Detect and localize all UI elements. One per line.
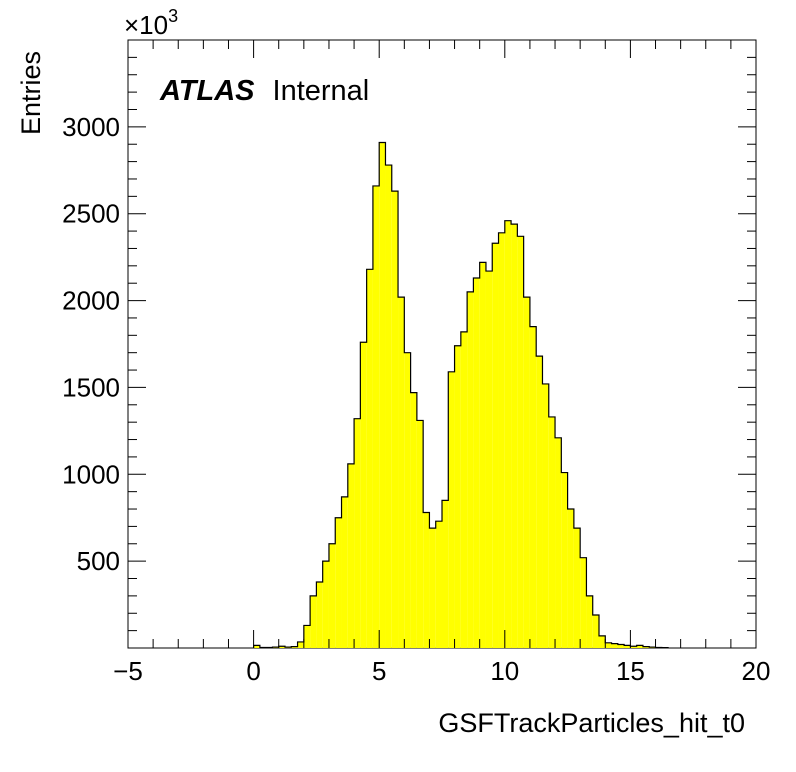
histogram-bar [297,641,304,648]
histogram-bar [617,644,625,648]
y-tick-label: 1000 [62,459,120,489]
histogram-bar [391,191,399,649]
histogram-bar [485,271,493,648]
x-axis-title: GSFTrackParticles_hit_t0 [438,708,745,738]
y-tick-label: 3000 [62,112,120,142]
histogram-bar [385,165,392,648]
histogram-bar [303,625,311,648]
histogram-bar [624,645,631,648]
histogram-bar [492,243,499,648]
histogram-bar [404,352,411,648]
histogram-bars [253,142,669,649]
histogram-bar [511,224,518,648]
histogram-bar [341,496,348,648]
histogram-bar [322,561,329,648]
histogram-bar [611,643,618,648]
histogram-bar [542,383,549,648]
histogram-bar [517,236,524,648]
histogram-bar [561,472,568,648]
histogram-bar [310,595,317,648]
x-axis-tick-labels: −5 0 5 10 15 20 [113,656,770,686]
histogram-bar [630,646,637,648]
histogram-bar [642,646,650,648]
histogram-outline [253,141,669,649]
histogram-bar [536,356,543,648]
histogram-bar [498,232,505,648]
y-tick-label: 2000 [62,286,120,316]
atlas-label-bold: ATLAS [159,75,255,107]
y-axis-title: Entries [16,51,46,135]
histogram-bar [347,463,355,648]
histogram-bar [291,646,298,648]
histogram-bar [586,595,593,648]
histogram-bar [460,331,468,648]
x-tick-label: 5 [372,656,386,686]
x-tick-label: 10 [490,656,519,686]
y-axis-multiplier-exponent: 3 [168,6,178,26]
histogram-bar [354,418,361,648]
histogram-bar [467,291,474,648]
histogram-bar [548,416,556,648]
histogram-bar [529,326,537,648]
histogram-bar [479,262,486,648]
y-tick-label: 1500 [62,372,120,402]
histogram-bar [360,342,367,648]
histogram-bar [278,646,285,648]
histogram-bar [636,645,643,648]
histogram-bar [316,581,323,648]
y-axis-tick-labels: 500 1000 1500 2000 2500 3000 [62,112,120,576]
histogram-bar [423,512,430,648]
x-tick-label: −5 [113,656,143,686]
histogram-bar [335,517,342,648]
y-axis-multiplier-base: ×10 [124,10,168,40]
histogram-bar [372,185,380,649]
histogram-bar [605,642,612,648]
x-axis-ticks [127,40,757,648]
histogram-bar [379,142,386,648]
y-tick-label: 2500 [62,199,120,229]
histogram-bar [328,543,336,648]
histogram-bar [410,392,417,648]
histogram-bar [398,297,405,648]
x-tick-label: 20 [742,656,771,686]
histogram-bar [416,420,424,648]
histogram-bar [599,635,606,648]
y-axis-multiplier: ×103 [124,6,178,40]
histogram-bar [523,297,530,648]
histogram-bar [442,500,449,648]
y-axis-ticks [128,39,756,632]
histogram-bar [592,614,599,648]
histogram-bar [454,345,461,648]
atlas-label: ATLAS Internal [159,75,369,107]
histogram-bar [366,269,373,648]
histogram-bar [448,371,455,648]
x-tick-label: 15 [616,656,645,686]
histogram-bar [435,521,442,648]
x-tick-label: 0 [246,656,260,686]
y-tick-label: 500 [77,546,120,576]
histogram-bar [567,509,574,648]
histogram-bar [573,528,581,648]
histogram-bar [504,220,512,649]
histogram-bar [429,528,436,648]
atlas-label-internal: Internal [273,75,370,107]
histogram-bar [555,437,562,648]
histogram-bar [253,645,260,648]
histogram-bar [473,277,480,648]
histogram-bar [580,557,587,648]
